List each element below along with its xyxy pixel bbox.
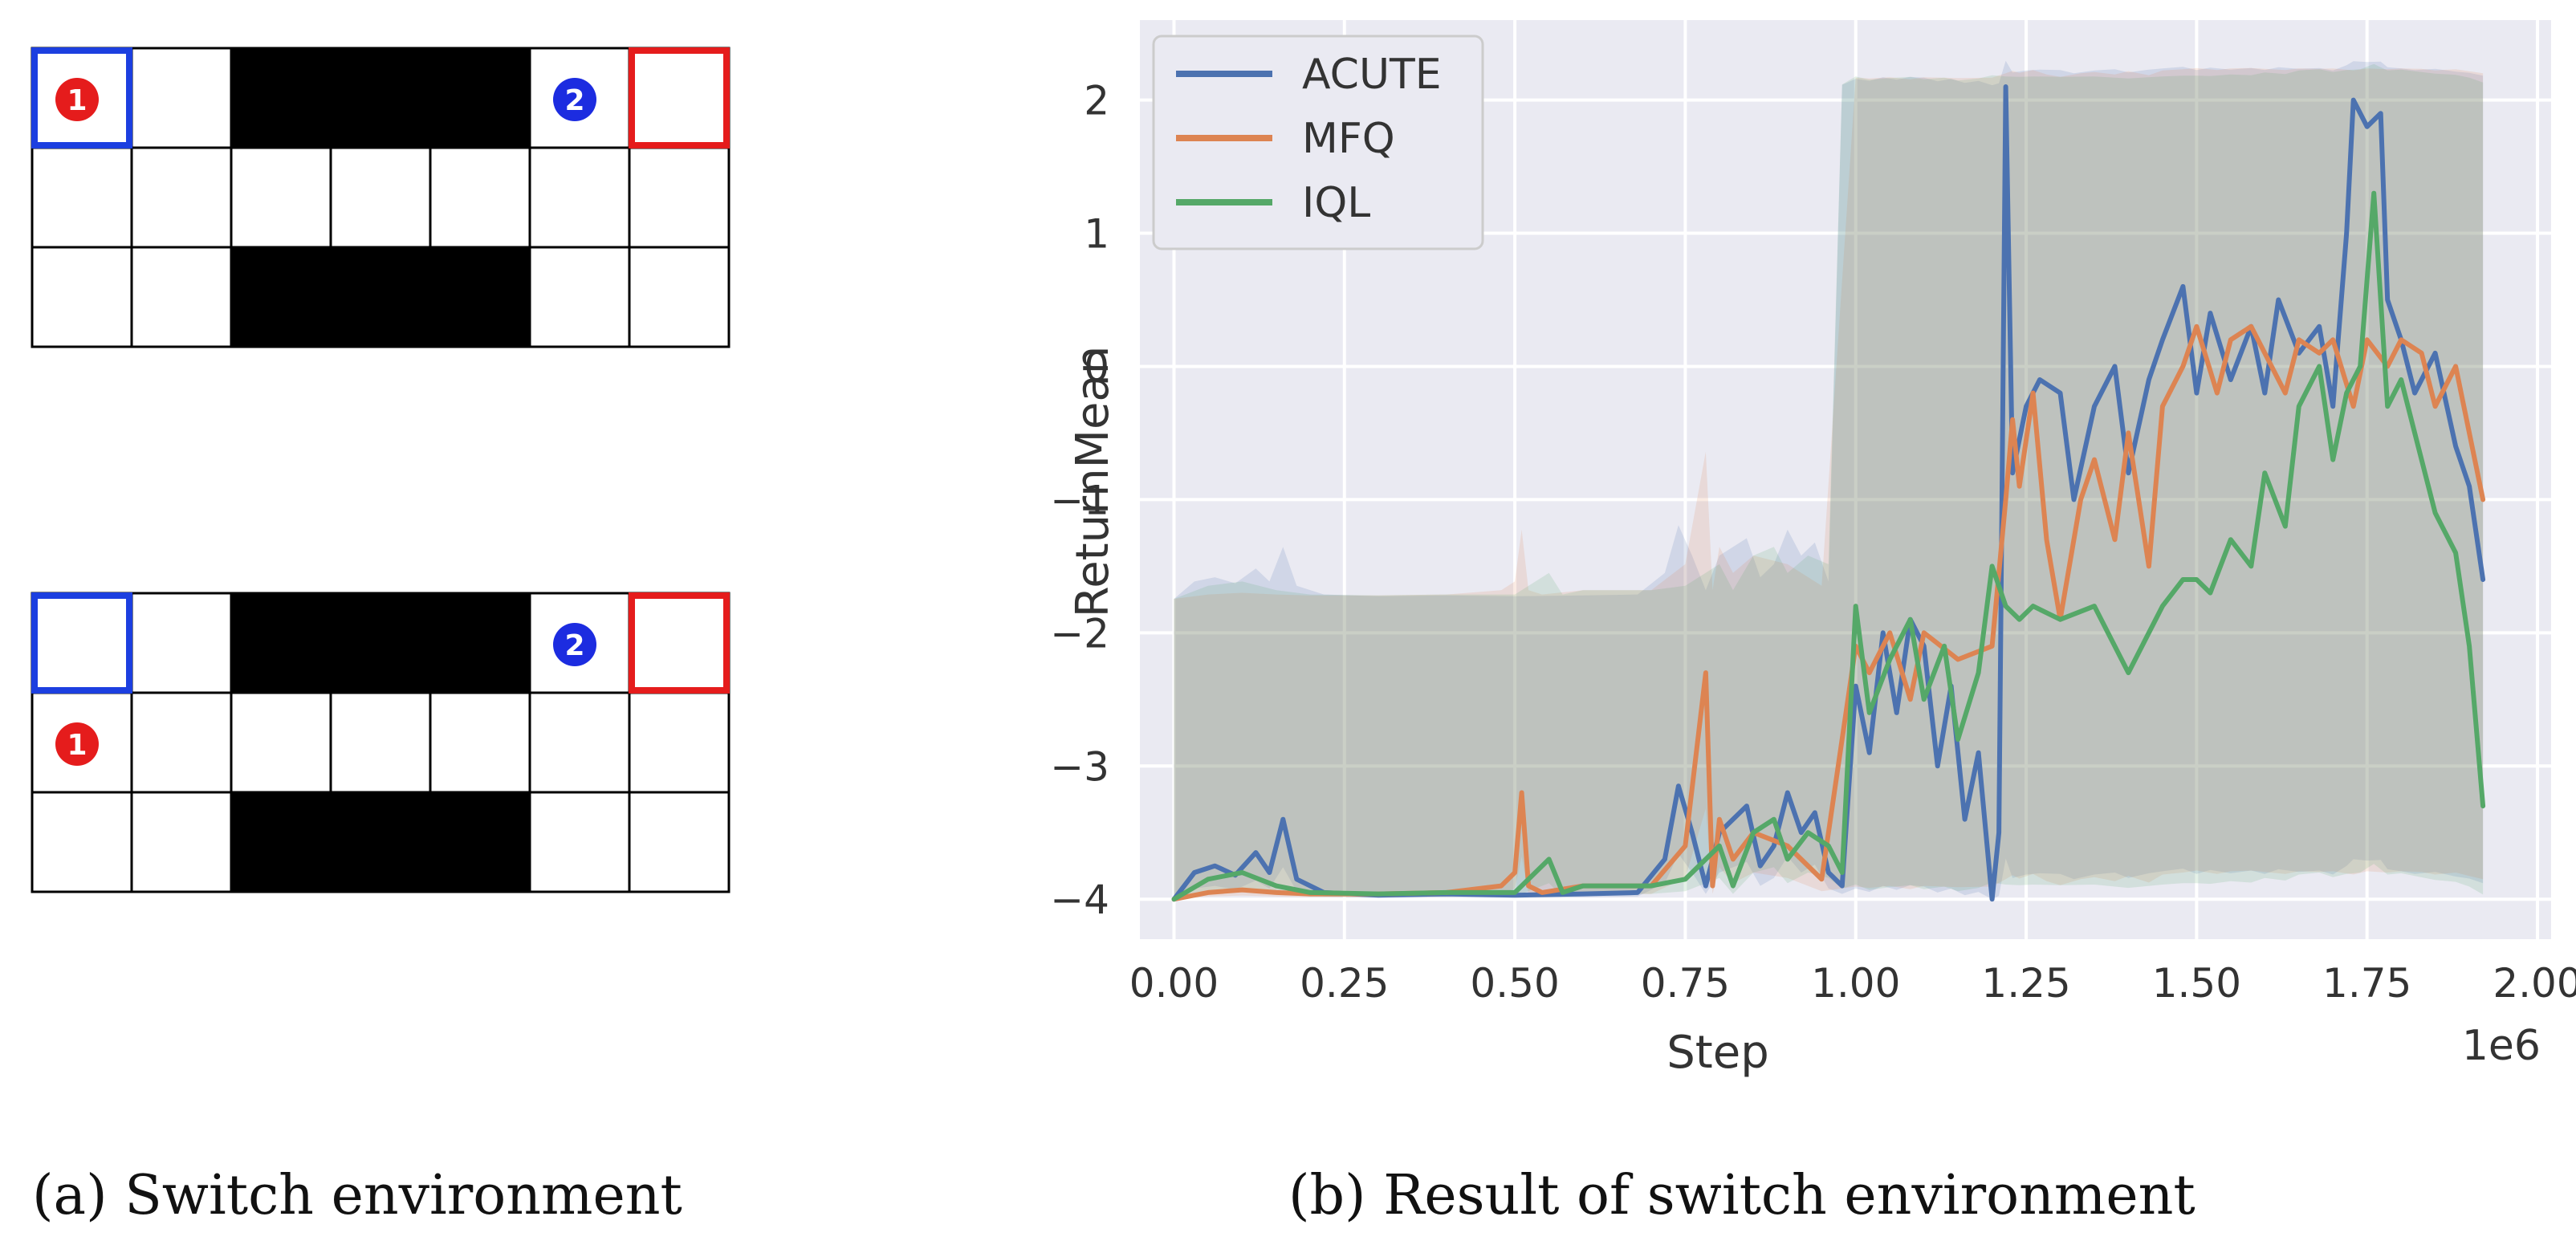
agent-2: 2 bbox=[553, 78, 596, 121]
wall-cell bbox=[329, 246, 432, 348]
wall-cell bbox=[230, 791, 332, 893]
line-mfq bbox=[1171, 323, 2486, 902]
grid-cell bbox=[528, 146, 631, 249]
y-tick-label: 1 bbox=[1084, 211, 1109, 258]
series-lines bbox=[1171, 84, 2486, 902]
x-tick-label: 1.00 bbox=[1811, 960, 1900, 1007]
caption-a: (a) Switch environment bbox=[32, 1164, 682, 1227]
agent-1: 1 bbox=[55, 722, 99, 766]
grid-cell bbox=[628, 246, 730, 348]
agent-2: 2 bbox=[553, 623, 596, 666]
grid-cell bbox=[130, 47, 233, 149]
grid-cell bbox=[130, 791, 233, 893]
grid-cell bbox=[528, 691, 631, 794]
grid-cell bbox=[528, 246, 631, 348]
grid-cell bbox=[628, 592, 730, 694]
y-axis-label: ReturnMean bbox=[1067, 346, 1119, 617]
grid-cell bbox=[429, 691, 531, 794]
wall-cell bbox=[429, 791, 531, 893]
grid-cell bbox=[31, 592, 133, 694]
wall-cell bbox=[429, 592, 531, 694]
grid-cell bbox=[329, 146, 432, 249]
y-tick-label: 2 bbox=[1084, 78, 1109, 124]
agent-2-goal bbox=[629, 47, 730, 149]
legend-label-iql: IQL bbox=[1302, 179, 1370, 227]
wall-cell bbox=[230, 592, 332, 694]
wall-cell bbox=[230, 246, 332, 348]
variance-bands bbox=[1174, 60, 2484, 900]
x-tick-label: 0.25 bbox=[1300, 960, 1389, 1007]
x-tick-label: 0.50 bbox=[1470, 960, 1559, 1007]
wall-cell bbox=[329, 791, 432, 893]
agent-2-marker bbox=[553, 78, 596, 121]
agent-1-number: 1 bbox=[67, 729, 87, 762]
agent-1-number: 1 bbox=[67, 84, 87, 117]
wall-cell bbox=[429, 246, 531, 348]
x-tick-label: 1.25 bbox=[1981, 960, 2070, 1007]
grid-cell bbox=[230, 691, 332, 794]
agent-2-marker bbox=[553, 623, 596, 666]
legend-label-mfq: MFQ bbox=[1302, 115, 1395, 163]
grid-cell bbox=[31, 146, 133, 249]
x-axis-label: Step bbox=[1666, 1027, 1769, 1079]
grid-cell bbox=[628, 47, 730, 149]
x-tick-label: 0.00 bbox=[1129, 960, 1219, 1007]
grid-cell bbox=[628, 146, 730, 249]
agent-1-goal bbox=[31, 47, 132, 149]
grid-cell bbox=[130, 691, 233, 794]
grid-cell bbox=[31, 246, 133, 348]
agent-2-number: 2 bbox=[564, 84, 584, 117]
line-iql bbox=[1171, 190, 2486, 902]
wall-cell bbox=[329, 47, 432, 149]
grid-cell bbox=[628, 791, 730, 893]
grid-cell bbox=[31, 791, 133, 893]
y-tick-label: −4 bbox=[1050, 877, 1109, 923]
grid-later-svg: 12 bbox=[31, 592, 730, 893]
wall-cell bbox=[230, 47, 332, 149]
band-acute bbox=[1174, 60, 2484, 900]
x-tick-label: 1.50 bbox=[2152, 960, 2241, 1007]
agent-1-marker bbox=[55, 722, 99, 766]
x-offset-label: 1e6 bbox=[2462, 1022, 2541, 1070]
x-tick-label: 2.00 bbox=[2493, 960, 2576, 1007]
return-mean-chart: 0.00 0.25 0.50 0.75 1.00 1.25 1.50 1.75 2.00 −4 −3… bbox=[1050, 20, 2576, 1079]
y-tick-label: 0 bbox=[1084, 344, 1109, 390]
y-tick-label: −3 bbox=[1050, 743, 1109, 790]
grid-cell bbox=[628, 691, 730, 794]
legend-label-acute: ACUTE bbox=[1302, 51, 1442, 99]
agent-2-number: 2 bbox=[564, 629, 584, 662]
band-mfq bbox=[1174, 67, 2484, 900]
grid-cell bbox=[528, 791, 631, 893]
grid-cell bbox=[130, 246, 233, 348]
y-tick-label: −2 bbox=[1050, 610, 1109, 657]
legend-frame bbox=[1152, 35, 1484, 250]
line-acute bbox=[1171, 84, 2486, 902]
x-tick-label: 1.75 bbox=[2322, 960, 2411, 1007]
agent-1: 1 bbox=[55, 78, 99, 121]
x-tick-label: 0.75 bbox=[1641, 960, 1730, 1007]
wall-cell bbox=[329, 592, 432, 694]
band-iql bbox=[1174, 63, 2484, 900]
grid-cell bbox=[230, 146, 332, 249]
agent-2-goal bbox=[629, 592, 730, 694]
y-tick-label: −1 bbox=[1050, 477, 1109, 523]
grid-cell bbox=[130, 146, 233, 249]
caption-b: (b) Result of switch environment bbox=[1288, 1164, 2196, 1227]
grid-cell bbox=[329, 691, 432, 794]
agent-1-marker bbox=[55, 78, 99, 121]
grid-cell bbox=[429, 146, 531, 249]
wall-cell bbox=[429, 47, 531, 149]
tick-labels: 0.00 0.25 0.50 0.75 1.00 1.25 1.50 1.75 2.00 −4 −3… bbox=[1050, 78, 2576, 1007]
legend: ACUTE MFQ IQL bbox=[1152, 35, 1484, 250]
grid-cell bbox=[130, 592, 233, 694]
agent-1-goal bbox=[31, 592, 132, 694]
